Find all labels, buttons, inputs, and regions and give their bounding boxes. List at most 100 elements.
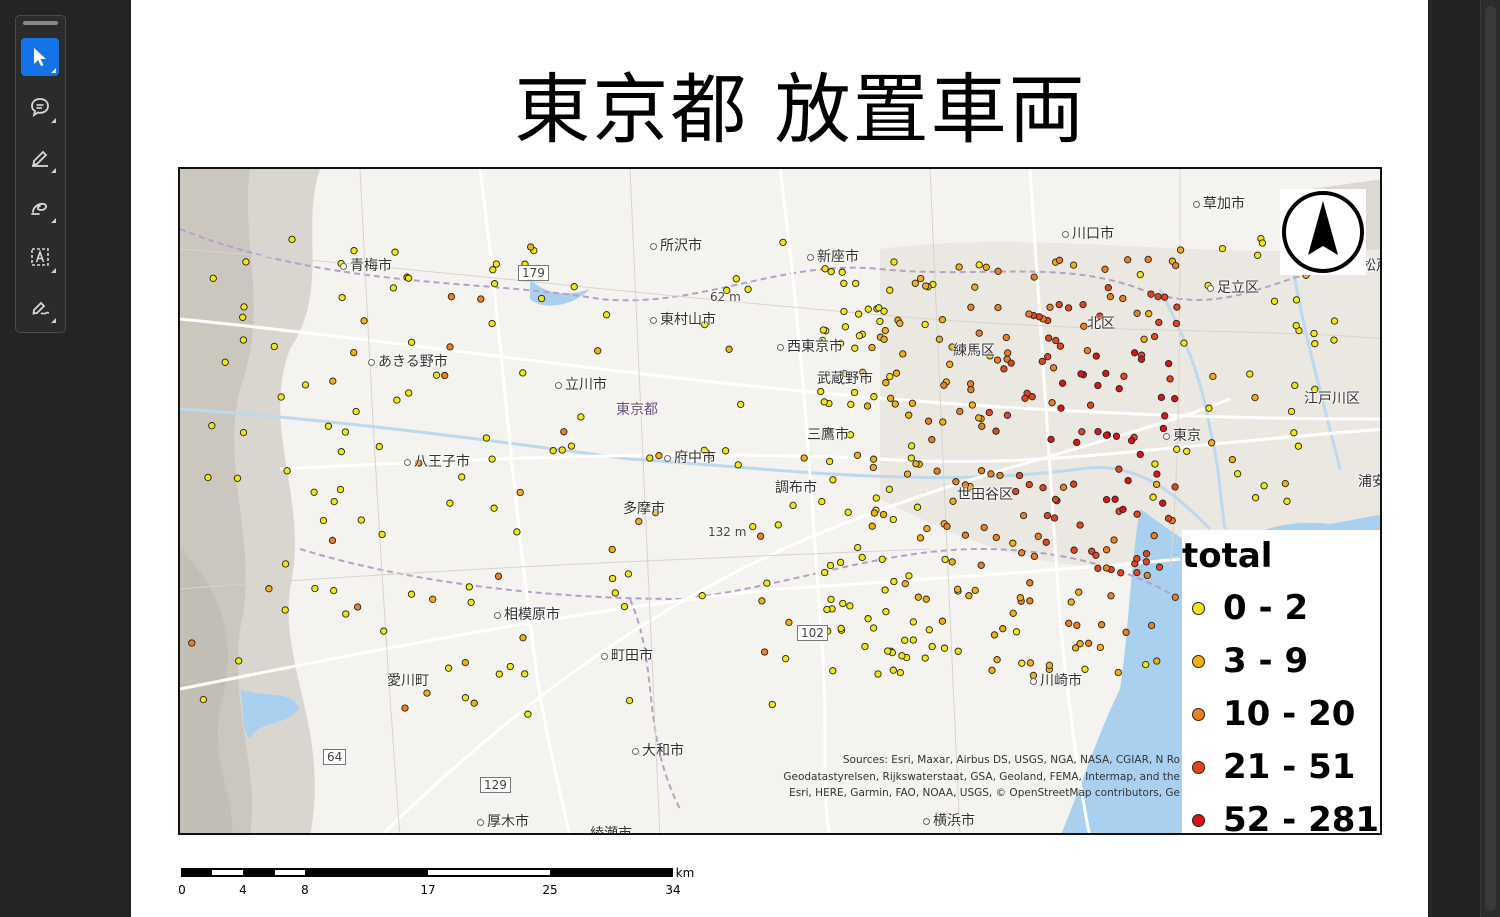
- map-point: [869, 463, 877, 472]
- map-point: [1205, 404, 1213, 412]
- map-point: [199, 695, 208, 704]
- map-point: [844, 508, 852, 516]
- map-point: [239, 313, 247, 321]
- map-point: [1140, 335, 1148, 343]
- map-point: [1171, 483, 1179, 491]
- map-point: [488, 455, 496, 463]
- map-point: [1102, 495, 1111, 504]
- map-point: [1039, 484, 1047, 492]
- map-point: [188, 639, 196, 647]
- vertical-scrollbar[interactable]: [1480, 0, 1500, 917]
- map-point: [1092, 352, 1100, 360]
- data-points: [188, 234, 1339, 718]
- map-point: [850, 388, 859, 397]
- map-point: [1052, 336, 1060, 345]
- comment-tool-button[interactable]: [21, 88, 59, 126]
- map-point: [446, 343, 454, 351]
- map-point: [1104, 284, 1112, 292]
- select-tool-button[interactable]: [21, 38, 59, 76]
- map-point: [301, 381, 310, 389]
- map-point: [967, 386, 975, 394]
- map-point: [1136, 450, 1144, 459]
- map-point: [1124, 256, 1132, 264]
- map-point: [1094, 381, 1102, 390]
- route-shield: 129: [480, 777, 511, 793]
- map-point: [1172, 319, 1181, 328]
- map-point: [846, 431, 855, 439]
- map-point: [840, 307, 848, 316]
- map-point: [760, 648, 769, 656]
- map-point: [1107, 592, 1115, 600]
- map-point: [446, 499, 454, 507]
- map-point: [819, 326, 828, 334]
- map-point: [1075, 588, 1083, 596]
- map-point: [779, 238, 787, 247]
- text-recognition-tool-button[interactable]: [21, 238, 59, 276]
- map-point: [986, 352, 994, 360]
- map-point: [489, 266, 497, 274]
- map-point: [975, 414, 983, 422]
- map-point: [1079, 300, 1087, 309]
- map-point: [912, 460, 920, 468]
- map-point: [1172, 261, 1180, 270]
- map-point: [774, 521, 782, 529]
- map-point: [744, 285, 752, 293]
- map-point: [281, 560, 290, 568]
- map-point: [913, 503, 922, 511]
- map-point: [342, 610, 350, 618]
- map-point: [839, 599, 847, 608]
- pen-icon: [32, 150, 48, 167]
- map-point: [1133, 568, 1141, 577]
- map-point: [817, 387, 825, 396]
- place-label: 川口市: [1062, 223, 1114, 243]
- map-point: [407, 590, 416, 598]
- map-point: [1083, 346, 1092, 355]
- map-point: [1117, 569, 1125, 577]
- place-label: 相模原市: [494, 604, 560, 624]
- map-point: [990, 631, 999, 639]
- map-point: [1119, 505, 1127, 514]
- map-point: [948, 343, 956, 351]
- map-point: [889, 515, 897, 524]
- map-point: [886, 394, 895, 402]
- map-point: [1330, 336, 1338, 344]
- map-point: [861, 642, 869, 651]
- map-point: [882, 379, 890, 387]
- annotation-toolbar: [15, 15, 66, 333]
- map-point: [899, 350, 907, 358]
- map-point: [993, 356, 1002, 364]
- sign-tool-button[interactable]: [21, 288, 59, 326]
- scale-tick-label: 8: [301, 883, 309, 897]
- map-point: [749, 522, 757, 531]
- scrollbar-thumb[interactable]: [1485, 6, 1496, 911]
- map-point: [1115, 385, 1123, 393]
- map-point: [1330, 317, 1339, 325]
- map-point: [789, 501, 797, 510]
- map-point: [723, 286, 731, 295]
- place-label: 三鷹市: [807, 427, 849, 443]
- map-point: [1233, 470, 1242, 478]
- map-point: [836, 558, 845, 567]
- toolbar-drag-handle[interactable]: [23, 21, 58, 25]
- map-point: [235, 657, 243, 665]
- map-point: [1025, 310, 1033, 318]
- map-point: [1094, 427, 1102, 436]
- map-point: [1291, 381, 1299, 390]
- map-point: [840, 369, 849, 378]
- map-point: [1157, 393, 1166, 402]
- map-point: [880, 335, 888, 343]
- map-point: [330, 497, 338, 506]
- map-point: [935, 335, 944, 343]
- map-point: [982, 263, 990, 271]
- map-point: [432, 371, 441, 379]
- draw-tool-button[interactable]: [21, 188, 59, 226]
- map-point: [1281, 479, 1289, 488]
- highlight-tool-button[interactable]: [21, 138, 59, 176]
- map-point: [1055, 256, 1064, 264]
- place-label: 浦安: [1358, 474, 1380, 490]
- map-point: [506, 662, 514, 671]
- map-point: [1012, 487, 1020, 496]
- map-point: [1142, 550, 1151, 558]
- map-point: [513, 528, 521, 536]
- map-point: [288, 235, 296, 244]
